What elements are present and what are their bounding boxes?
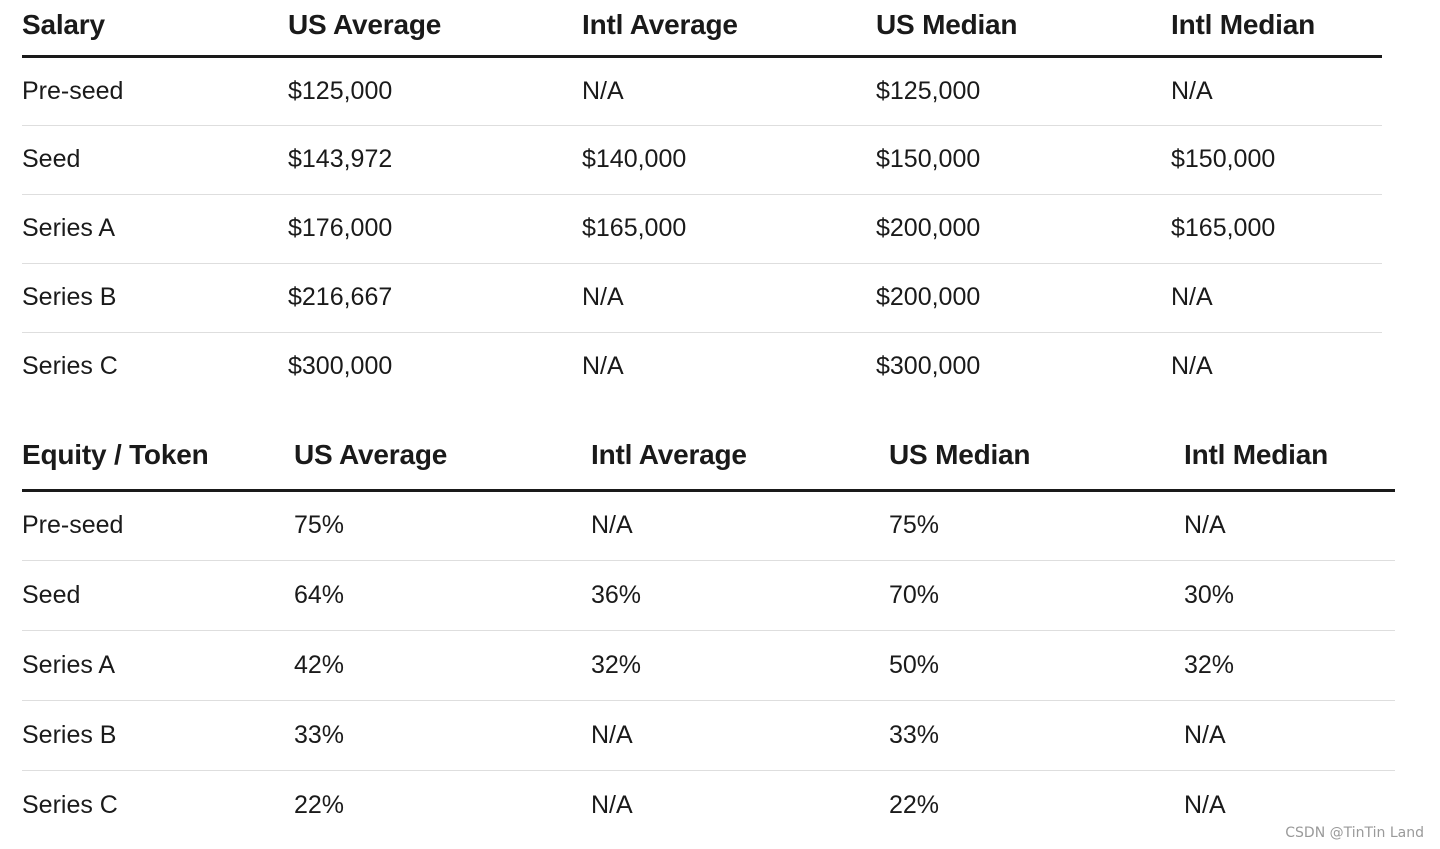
table-cell: 75% [294, 511, 345, 539]
table-cell: N/A [591, 720, 633, 749]
table-cell: 42% [294, 650, 345, 679]
table-cell: $165,000 [1171, 214, 1276, 242]
stage-cell: Series C [22, 790, 118, 819]
table-cell: 22% [889, 790, 940, 819]
table-cell: $300,000 [288, 352, 393, 381]
column-header: US Median [876, 0, 1171, 58]
salary-table-body: Pre-seed $125,000 N/A $125,000 N/A Seed … [22, 56, 1382, 401]
column-header: US Average [288, 0, 582, 58]
column-header: Salary [22, 0, 288, 58]
table-row: Series C $300,000 N/A $300,000 N/A [22, 332, 1382, 401]
stage-cell: Series A [22, 650, 116, 679]
table-cell: 70% [889, 580, 940, 609]
table-cell: 50% [889, 650, 940, 679]
table-cell: 64% [294, 580, 345, 609]
table-cell: N/A [1171, 76, 1213, 105]
table-cell: $125,000 [876, 76, 981, 105]
stage-cell: Pre-seed [22, 511, 124, 539]
stage-cell: Series B [22, 720, 117, 749]
table-cell: $200,000 [876, 214, 981, 242]
stage-cell: Series C [22, 352, 118, 381]
table-cell: N/A [591, 790, 633, 819]
column-header: Intl Average [591, 424, 889, 492]
table-cell: N/A [582, 352, 624, 381]
table-cell: $143,972 [288, 145, 393, 173]
salary-table: Salary US Average Intl Average US Median… [22, 0, 1382, 401]
watermark: CSDN @TinTin Land [1285, 825, 1424, 841]
table-cell: $200,000 [876, 283, 981, 311]
column-header: Intl Median [1184, 424, 1395, 492]
table-row: Series A $176,000 $165,000 $200,000 $165… [22, 194, 1382, 263]
column-header: US Median [889, 424, 1184, 492]
table-cell: 33% [294, 720, 345, 749]
table-cell: N/A [582, 283, 624, 311]
stage-cell: Pre-seed [22, 76, 124, 105]
salary-table-header: Salary US Average Intl Average US Median… [22, 0, 1382, 58]
table-cell: 30% [1184, 580, 1235, 609]
table-cell: N/A [1184, 511, 1226, 539]
table-row: Series C 22% N/A 22% N/A [22, 770, 1395, 840]
table-row: Series A 42% 32% 50% 32% [22, 630, 1395, 700]
table-cell: N/A [1184, 790, 1226, 819]
table-cell: N/A [591, 511, 633, 539]
table-row: Series B $216,667 N/A $200,000 N/A [22, 263, 1382, 332]
table-cell: N/A [1171, 283, 1213, 311]
table-row: Series B 33% N/A 33% N/A [22, 700, 1395, 770]
table-cell: 32% [591, 650, 642, 679]
equity-table-header: Equity / Token US Average Intl Average U… [22, 424, 1395, 492]
table-cell: $140,000 [582, 145, 687, 173]
equity-table: Equity / Token US Average Intl Average U… [22, 424, 1395, 840]
stage-cell: Series A [22, 214, 116, 242]
column-header: US Average [294, 424, 591, 492]
table-cell: 33% [889, 720, 940, 749]
equity-table-body: Pre-seed 75% N/A 75% N/A Seed 64% 36% 70… [22, 490, 1395, 840]
column-header: Equity / Token [22, 424, 294, 492]
table-row: Pre-seed 75% N/A 75% N/A [22, 490, 1395, 560]
table-row: Seed 64% 36% 70% 30% [22, 560, 1395, 630]
table-cell: $150,000 [1171, 145, 1276, 173]
stage-cell: Seed [22, 145, 81, 173]
table-cell: N/A [582, 76, 624, 105]
stage-cell: Series B [22, 283, 117, 311]
table-row: Pre-seed $125,000 N/A $125,000 N/A [22, 56, 1382, 125]
table-cell: 32% [1184, 650, 1235, 679]
column-header: Intl Average [582, 0, 876, 58]
header-row: Equity / Token US Average Intl Average U… [22, 424, 1395, 492]
table-row: Seed $143,972 $140,000 $150,000 $150,000 [22, 125, 1382, 194]
table-cell: 75% [889, 511, 940, 539]
column-header: Intl Median [1171, 0, 1382, 58]
table-cell: $300,000 [876, 352, 981, 381]
header-row: Salary US Average Intl Average US Median… [22, 0, 1382, 58]
table-cell: 36% [591, 580, 642, 609]
table-cell: $165,000 [582, 214, 687, 242]
table-cell: $125,000 [288, 76, 393, 105]
table-cell: N/A [1171, 352, 1213, 381]
table-cell: N/A [1184, 720, 1226, 749]
table-cell: $176,000 [288, 214, 393, 242]
table-cell: 22% [294, 790, 345, 819]
table-cell: $150,000 [876, 145, 981, 173]
stage-cell: Seed [22, 580, 81, 609]
table-cell: $216,667 [288, 283, 393, 311]
